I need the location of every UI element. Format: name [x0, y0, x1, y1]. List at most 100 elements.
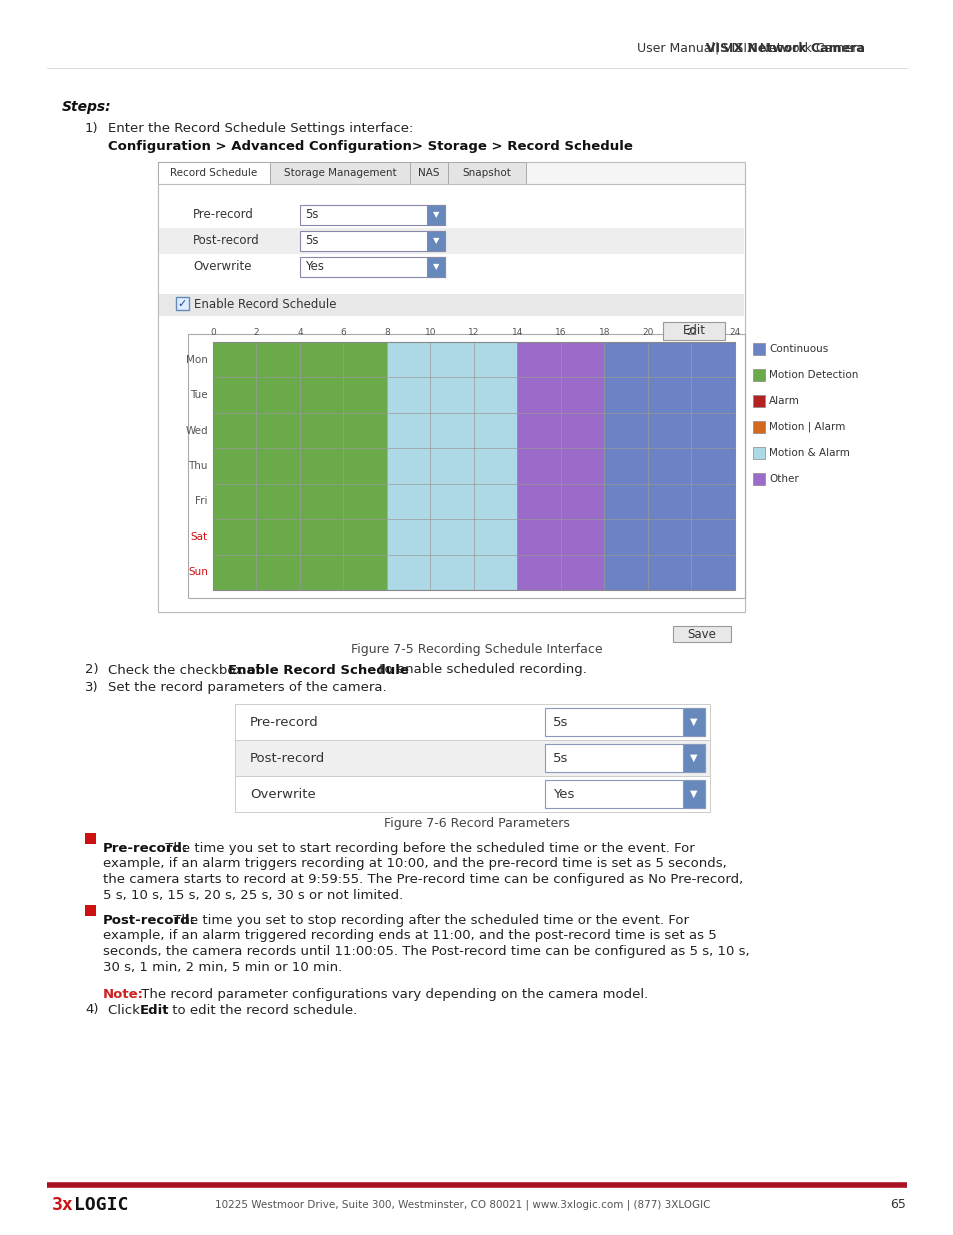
Bar — [604, 555, 734, 590]
Text: Enable Record Schedule: Enable Record Schedule — [228, 663, 409, 677]
Text: Thu: Thu — [189, 461, 208, 471]
Text: to enable scheduled recording.: to enable scheduled recording. — [375, 663, 586, 677]
Text: 12: 12 — [468, 329, 479, 337]
Text: 5s: 5s — [305, 235, 318, 247]
Bar — [387, 342, 517, 378]
Bar — [604, 378, 734, 412]
Bar — [427, 257, 444, 277]
Bar — [604, 448, 734, 484]
Bar — [175, 296, 189, 310]
Bar — [682, 743, 704, 772]
Bar — [544, 743, 704, 772]
Text: 65: 65 — [889, 1198, 905, 1212]
Bar — [448, 162, 525, 184]
Text: Set the record parameters of the camera.: Set the record parameters of the camera. — [108, 682, 386, 694]
Text: 2: 2 — [253, 329, 259, 337]
Text: Storage Management: Storage Management — [283, 168, 395, 178]
Text: Edit: Edit — [681, 325, 705, 337]
Text: Pre-record:: Pre-record: — [103, 842, 188, 855]
Bar — [159, 228, 743, 254]
Text: 30 s, 1 min, 2 min, 5 min or 10 min.: 30 s, 1 min, 2 min, 5 min or 10 min. — [103, 961, 342, 973]
Text: Sun: Sun — [188, 567, 208, 577]
Text: Enter the Record Schedule Settings interface:: Enter the Record Schedule Settings inter… — [108, 122, 413, 135]
Bar — [387, 519, 517, 555]
Bar — [752, 343, 764, 354]
Bar — [270, 162, 410, 184]
Text: Steps:: Steps: — [62, 100, 112, 114]
Bar — [234, 740, 709, 776]
Bar — [517, 555, 604, 590]
Bar — [517, 484, 604, 519]
Text: Alarm: Alarm — [768, 396, 799, 406]
Text: Pre-record: Pre-record — [193, 209, 253, 221]
Bar — [517, 448, 604, 484]
Text: ▼: ▼ — [690, 753, 697, 763]
Text: Sat: Sat — [191, 532, 208, 542]
Bar — [517, 412, 604, 448]
Text: Figure 7-6 Record Parameters: Figure 7-6 Record Parameters — [384, 818, 569, 830]
Bar — [213, 555, 387, 590]
Text: Record Schedule: Record Schedule — [171, 168, 257, 178]
Text: example, if an alarm triggers recording at 10:00, and the pre-record time is set: example, if an alarm triggers recording … — [103, 857, 726, 871]
Text: NAS: NAS — [417, 168, 439, 178]
Bar — [427, 205, 444, 225]
Text: Enable Record Schedule: Enable Record Schedule — [193, 299, 336, 311]
Bar — [85, 905, 96, 916]
Text: 8: 8 — [384, 329, 390, 337]
Text: 16: 16 — [555, 329, 566, 337]
Text: ✓: ✓ — [177, 299, 187, 309]
Bar — [682, 781, 704, 808]
Text: ▼: ▼ — [690, 789, 697, 799]
Text: 1): 1) — [85, 122, 98, 135]
Bar — [752, 369, 764, 382]
Bar — [213, 519, 387, 555]
Text: 18: 18 — [598, 329, 610, 337]
Bar — [604, 412, 734, 448]
Bar — [234, 704, 709, 740]
Bar — [387, 448, 517, 484]
Text: 24: 24 — [729, 329, 740, 337]
Text: 6: 6 — [340, 329, 346, 337]
Text: the camera starts to record at 9:59:55. The Pre-record time can be configured as: the camera starts to record at 9:59:55. … — [103, 873, 742, 885]
Bar — [544, 708, 704, 736]
Bar — [752, 395, 764, 408]
Bar — [752, 473, 764, 485]
Text: 0: 0 — [210, 329, 215, 337]
Bar — [752, 447, 764, 459]
Bar — [213, 484, 387, 519]
Bar — [213, 378, 387, 412]
Text: Other: Other — [768, 474, 798, 484]
Text: 4: 4 — [297, 329, 302, 337]
Text: The time you set to stop recording after the scheduled time or the event. For: The time you set to stop recording after… — [169, 914, 688, 927]
Bar — [682, 708, 704, 736]
Bar — [213, 342, 387, 378]
Bar — [672, 626, 730, 642]
Bar — [299, 205, 444, 225]
Bar — [517, 519, 604, 555]
Bar — [604, 484, 734, 519]
Text: 5s: 5s — [305, 209, 318, 221]
Text: to edit the record schedule.: to edit the record schedule. — [168, 1004, 356, 1016]
Text: 3x: 3x — [52, 1195, 73, 1214]
Text: ▼: ▼ — [690, 718, 697, 727]
Bar — [159, 294, 743, 316]
Bar — [158, 162, 744, 613]
Bar — [604, 519, 734, 555]
Text: 2): 2) — [85, 663, 98, 677]
Bar — [387, 555, 517, 590]
Bar — [410, 162, 448, 184]
Text: Motion | Alarm: Motion | Alarm — [768, 421, 844, 432]
Text: Post-record: Post-record — [193, 235, 259, 247]
Bar — [299, 257, 444, 277]
Text: 4): 4) — [85, 1004, 98, 1016]
Bar — [299, 231, 444, 251]
Bar — [604, 342, 734, 378]
Bar — [213, 448, 387, 484]
Text: ▼: ▼ — [433, 210, 438, 220]
Bar — [85, 832, 96, 844]
Text: 5 s, 10 s, 15 s, 20 s, 25 s, 30 s or not limited.: 5 s, 10 s, 15 s, 20 s, 25 s, 30 s or not… — [103, 888, 403, 902]
Bar — [544, 781, 704, 808]
Text: The time you set to start recording before the scheduled time or the event. For: The time you set to start recording befo… — [161, 842, 694, 855]
Text: Snapshot: Snapshot — [462, 168, 511, 178]
Text: Motion Detection: Motion Detection — [768, 370, 858, 380]
